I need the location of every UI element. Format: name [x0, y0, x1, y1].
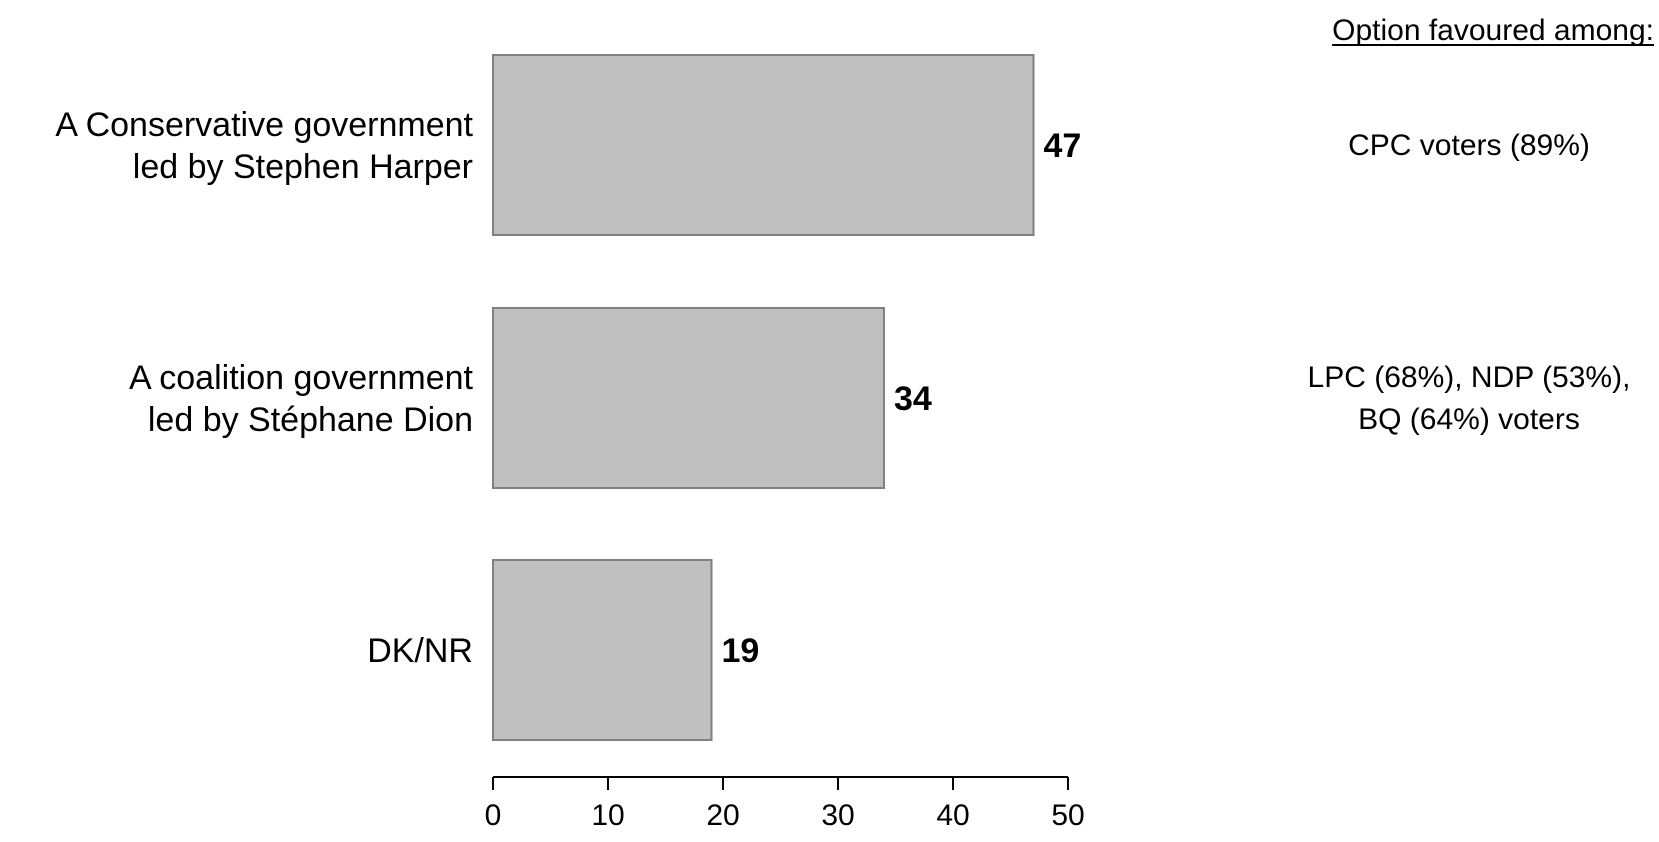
value-labels: 47 34 19	[722, 127, 1082, 670]
category-label-1-1: led by Stéphane Dion	[148, 401, 473, 439]
category-label-1-0: A coalition government	[129, 359, 474, 397]
bar-1	[492, 307, 885, 489]
bar-2	[492, 559, 713, 741]
value-label-2: 19	[722, 632, 760, 670]
category-labels: A Conservative government led by Stephen …	[55, 106, 473, 670]
x-tick-label-1: 10	[591, 799, 624, 832]
side-note-1-1: BQ (64%) voters	[1358, 403, 1580, 436]
x-tick-label-0: 0	[485, 799, 502, 832]
category-label-0-1: led by Stephen Harper	[133, 148, 473, 186]
side-header-group: Option favoured among:	[1332, 14, 1654, 47]
bar-0	[492, 54, 1035, 236]
x-tick-label-5: 50	[1051, 799, 1084, 832]
x-tick-label-2: 20	[706, 799, 739, 832]
category-label-0-0: A Conservative government	[55, 106, 473, 144]
category-label-2-0: DK/NR	[367, 632, 473, 670]
side-header-text: Option favoured among:	[1332, 14, 1654, 47]
value-label-1: 34	[894, 380, 932, 418]
value-label-0: 47	[1044, 127, 1082, 165]
side-note-0-0: CPC voters (89%)	[1348, 129, 1590, 162]
x-tick-label-4: 40	[936, 799, 969, 832]
bars-group	[492, 54, 1035, 741]
x-axis: 0 10 20 30 40 50	[485, 776, 1085, 832]
x-tick-label-3: 30	[821, 799, 854, 832]
side-note-1-0: LPC (68%), NDP (53%),	[1308, 361, 1631, 394]
side-notes: CPC voters (89%) LPC (68%), NDP (53%), BQ …	[1308, 129, 1631, 436]
